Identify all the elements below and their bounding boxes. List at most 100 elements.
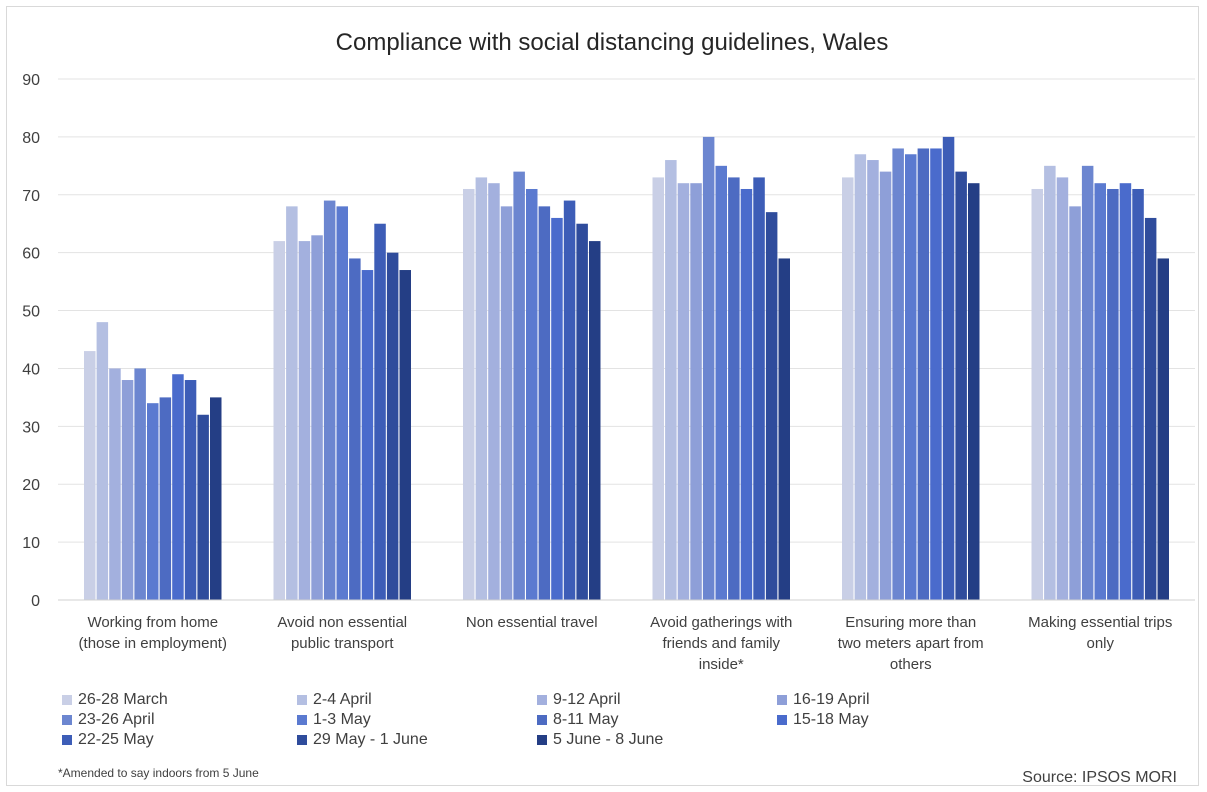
legend-swatch: [297, 714, 307, 725]
bar: [715, 165, 727, 601]
legend-item: 9-12 April: [537, 690, 777, 709]
legend-swatch: [777, 714, 787, 725]
x-tick-label-line: (those in employment): [79, 635, 227, 652]
bar: [1119, 183, 1132, 600]
bar: [753, 177, 765, 600]
bar: [538, 206, 551, 600]
bar: [84, 351, 96, 600]
bar: [463, 188, 475, 600]
chart-title: Compliance with social distancing guidel…: [336, 29, 889, 56]
bar: [563, 200, 576, 601]
legend-swatch: [62, 734, 72, 745]
legend-label: 26-28 March: [78, 691, 168, 708]
x-tick-label-line: others: [890, 656, 932, 673]
bar: [273, 241, 285, 601]
bar: [1144, 217, 1157, 600]
bar: [361, 270, 374, 600]
bar: [576, 223, 588, 600]
bar: [652, 177, 664, 600]
bar: [399, 270, 411, 600]
y-tick-label: 30: [22, 419, 40, 436]
bar: [677, 183, 690, 600]
bar: [728, 177, 740, 600]
legend-swatch: [297, 734, 307, 745]
bar: [184, 380, 197, 600]
bar: [96, 322, 109, 600]
bar: [1107, 188, 1119, 600]
bar: [475, 177, 488, 600]
x-tick-label-line: Non essential travel: [466, 614, 598, 631]
x-tick-label: Avoid non essential public transport: [277, 614, 407, 652]
bar: [109, 368, 121, 600]
footnote: *Amended to say indoors from 5 June: [58, 766, 259, 780]
bar: [121, 380, 134, 600]
x-tick-label-line: Ensuring more than: [845, 614, 976, 631]
legend-label: 16-19 April: [793, 691, 870, 708]
bar: [513, 171, 525, 600]
x-axis-labels: Working from home (those in employment) Av…: [79, 614, 1173, 673]
bar: [842, 177, 854, 600]
bar: [1094, 183, 1106, 600]
bar: [740, 188, 753, 600]
legend-swatch: [297, 694, 307, 705]
legend-label: 29 May - 1 June: [313, 731, 428, 748]
bar: [488, 183, 500, 600]
y-tick-label: 50: [22, 304, 40, 321]
x-tick-label-line: public transport: [291, 635, 394, 652]
bar: [1044, 165, 1056, 601]
bar: [286, 206, 298, 600]
bar: [968, 183, 980, 600]
x-tick-label: Making essential trips only: [1028, 614, 1172, 652]
bar: [867, 160, 879, 601]
legend-swatch: [777, 694, 787, 705]
bar: [1056, 177, 1069, 600]
bar: [879, 171, 892, 600]
bar: [665, 160, 677, 601]
y-tick-label: 80: [22, 130, 40, 147]
bar: [1157, 258, 1169, 600]
bar: [147, 403, 159, 600]
chart-frame: [6, 6, 1199, 786]
x-tick-label: Ensuring more than two meters apart from o…: [838, 614, 984, 673]
legend-item: 8-11 May: [537, 710, 777, 729]
legend-label: 2-4 April: [313, 691, 372, 708]
bar: [1031, 188, 1043, 600]
legend-item: 2-4 April: [297, 690, 537, 709]
bar: [386, 252, 399, 600]
bar: [930, 148, 942, 600]
bar: [311, 235, 323, 601]
legend-label: 15-18 May: [793, 711, 869, 728]
y-tick-label: 0: [31, 593, 40, 610]
bar: [905, 154, 917, 600]
bar: [917, 148, 930, 600]
bar: [298, 241, 311, 601]
legend-swatch: [537, 694, 547, 705]
legend-label: 5 June - 8 June: [553, 731, 664, 748]
source-note: Source: IPSOS MORI: [1022, 769, 1177, 786]
bar: [349, 258, 361, 600]
legend-label: 23-26 April: [78, 711, 155, 728]
gridlines: [58, 78, 1195, 543]
legend-item: 29 May - 1 June: [297, 730, 537, 749]
y-tick-label: 20: [22, 477, 40, 494]
legend-item: 26-28 March: [62, 690, 297, 709]
x-tick-label-line: Working from home: [87, 614, 218, 631]
bar: [134, 368, 146, 600]
bar: [778, 258, 790, 600]
bar: [551, 217, 563, 600]
y-axis-ticks: 0 10 20 30 40 50 60 70 80 90: [22, 72, 40, 610]
legend-item: 22-25 May: [62, 730, 297, 749]
x-tick-label-line: two meters apart from: [838, 635, 984, 652]
bar: [159, 397, 172, 600]
bar: [854, 154, 867, 600]
x-tick-label-line: Making essential trips: [1028, 614, 1172, 631]
y-tick-label: 70: [22, 188, 40, 205]
y-tick-label: 40: [22, 361, 40, 378]
bar: [892, 148, 904, 600]
legend-item: 5 June - 8 June: [537, 730, 777, 749]
bar: [197, 414, 209, 600]
bar: [526, 188, 538, 600]
bar: [942, 136, 955, 600]
bar: [336, 206, 348, 600]
